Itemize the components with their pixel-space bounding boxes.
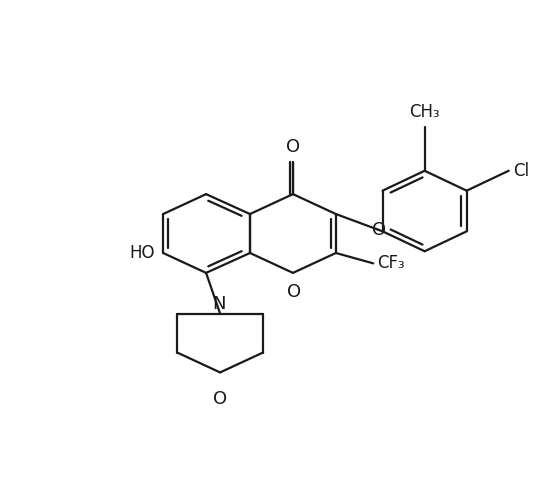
Text: O: O [287, 283, 301, 301]
Text: HO: HO [130, 244, 155, 262]
Text: O: O [372, 221, 386, 239]
Text: O: O [286, 138, 300, 156]
Text: CF₃: CF₃ [378, 254, 405, 272]
Text: O: O [213, 390, 227, 408]
Text: N: N [212, 295, 226, 312]
Text: Cl: Cl [513, 162, 529, 180]
Text: CH₃: CH₃ [409, 103, 440, 121]
